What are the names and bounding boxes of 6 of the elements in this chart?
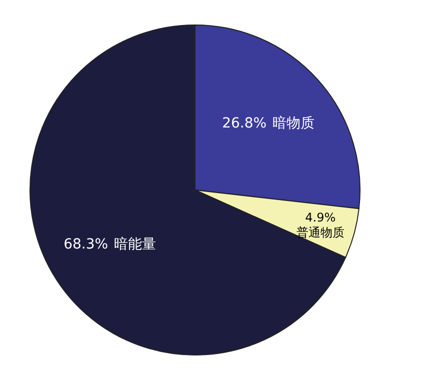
slice-label: 暗物质 bbox=[272, 115, 315, 132]
slice-label: 普通物质 bbox=[296, 225, 344, 240]
data-label: 26.8% bbox=[222, 115, 267, 132]
data-label: 68.3% bbox=[64, 236, 108, 252]
slice-label: 暗能量 bbox=[114, 236, 156, 252]
data-label: 4.9% bbox=[305, 210, 336, 224]
